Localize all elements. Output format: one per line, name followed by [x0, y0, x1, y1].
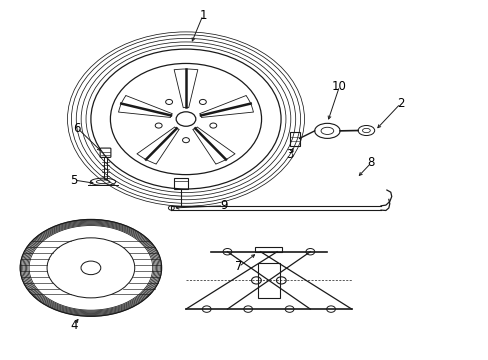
Bar [289, 132, 299, 146]
Bar [255, 247, 282, 252]
Text: 6: 6 [73, 122, 81, 135]
Text: 1: 1 [199, 9, 206, 22]
Bar [258, 263, 279, 298]
Text: 8: 8 [367, 156, 374, 169]
Text: 9: 9 [219, 199, 227, 212]
Text: 3: 3 [285, 148, 293, 161]
Text: 4: 4 [70, 319, 78, 332]
Text: 10: 10 [331, 80, 346, 93]
Text: 5: 5 [70, 174, 78, 186]
Bar [103, 157, 107, 179]
Bar [174, 178, 187, 189]
Text: 2: 2 [396, 97, 404, 110]
Text: 7: 7 [234, 260, 242, 273]
